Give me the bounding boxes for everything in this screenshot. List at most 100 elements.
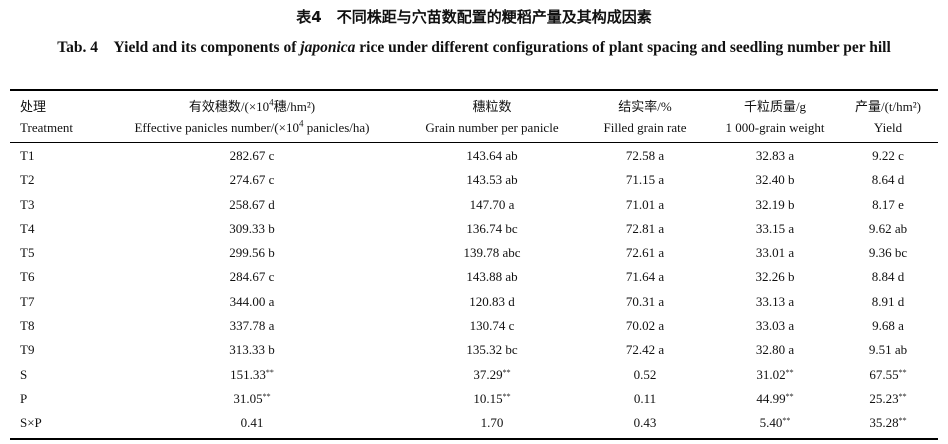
header-treatment-en: Treatment <box>20 120 73 135</box>
cell-value: 143.53 ab <box>466 172 518 188</box>
cell-treatment: T6 <box>20 269 35 285</box>
cell-yield: 9.68 a <box>838 318 938 334</box>
cell-yield: 9.36 bc <box>838 245 938 261</box>
cell-grain-weight: 32.83 a <box>715 148 835 164</box>
bottom-rule <box>10 438 938 440</box>
cell-panicles: 274.67 c <box>172 172 332 188</box>
table-row: P 31.05** 10.15** 0.11 44.99** 25.23** <box>0 388 948 412</box>
cell-value: 139.78 abc <box>463 245 521 261</box>
cell-treatment: T7 <box>20 293 35 309</box>
cell-value: 70.02 a <box>625 318 665 334</box>
cell-value: 72.58 a <box>625 148 665 163</box>
table-row: T4 309.33 b 136.74 bc 72.81 a 33.15 a 9.62 ab <box>0 218 948 242</box>
significance-mark: ** <box>502 391 511 401</box>
cell-value: 258.67 d <box>229 196 275 212</box>
header-filled-rate-en: Filled grain rate <box>603 120 687 135</box>
cell-value: 135.32 bc <box>466 342 518 358</box>
cell-grain-weight: 31.02** <box>715 367 835 383</box>
cell-grain-number: 143.88 ab <box>412 269 572 285</box>
significance-mark: ** <box>898 391 907 401</box>
cell-yield: 9.51 ab <box>838 342 938 358</box>
cell-value: 136.74 bc <box>466 220 518 236</box>
header-treatment-cn: 处理 <box>20 99 47 114</box>
header-rule <box>10 142 938 143</box>
table-row: T7 344.00 a 120.83 d 70.31 a 33.13 a 8.91 d <box>0 291 948 315</box>
cell-treatment: T1 <box>20 148 35 163</box>
cell-value: 313.33 b <box>229 342 275 358</box>
cell-value: 31.02 <box>756 366 786 382</box>
header-panicles-cn: 有效穗数/(×104穗/hm²) <box>112 96 392 117</box>
significance-mark: ** <box>265 367 274 377</box>
table-row: S 151.33** 37.29** 0.52 31.02** 67.55** <box>0 364 948 388</box>
cell-yield: 9.22 c <box>838 148 938 164</box>
cell-grain-number: 130.74 c <box>412 318 572 334</box>
cell-value: 44.99 <box>756 390 786 406</box>
cell-value: 1.70 <box>480 415 504 431</box>
cell-value: 151.33 <box>230 366 266 382</box>
cell-grain-weight: 32.26 b <box>715 269 835 285</box>
table-row: T8 337.78 a 130.74 c 70.02 a 33.03 a 9.68 a <box>0 315 948 339</box>
cell-value: 71.01 a <box>625 196 665 212</box>
cell-yield: 9.62 ab <box>838 221 938 237</box>
cell-value: 71.64 a <box>625 269 665 285</box>
table-row: T2 274.67 c 143.53 ab 71.15 a 32.40 b 8.64 d <box>0 169 948 193</box>
cell-value: 33.15 a <box>755 220 795 236</box>
significance-mark: ** <box>782 416 791 426</box>
cell-treatment: S <box>20 366 28 382</box>
cell-value: 299.56 b <box>229 245 275 261</box>
cell-grain-weight: 5.40** <box>715 415 835 431</box>
title-en-italic: japonica <box>300 39 356 56</box>
cell-value: 337.78 a <box>229 318 275 334</box>
header-yield-cn: 产量/(t/hm²) <box>854 99 921 114</box>
cell-value: 35.28 <box>869 415 899 431</box>
significance-mark: ** <box>502 367 511 377</box>
significance-mark: ** <box>785 367 794 377</box>
cell-filled-rate: 0.52 <box>585 367 705 383</box>
header-grain-number: 穗粒数 Grain number per panicle <box>402 96 582 138</box>
cell-value: 67.55 <box>869 366 899 382</box>
header-panicles-cn-post: 穗/hm²) <box>273 99 316 114</box>
cell-value: 274.67 c <box>229 172 275 188</box>
header-treatment: 处理 Treatment <box>20 96 73 138</box>
cell-panicles: 31.05** <box>172 391 332 407</box>
cell-value: 70.31 a <box>625 293 665 309</box>
table-row: T5 299.56 b 139.78 abc 72.61 a 33.01 a 9.36 b… <box>0 242 948 266</box>
title-en-suffix: rice under different configurations of p… <box>355 39 891 56</box>
cell-value: 282.67 c <box>229 148 275 163</box>
cell-value: 0.43 <box>633 415 657 431</box>
cell-grain-number: 143.53 ab <box>412 172 572 188</box>
significance-mark: ** <box>898 367 907 377</box>
significance-mark: ** <box>262 391 271 401</box>
table-row: T3 258.67 d 147.70 a 71.01 a 32.19 b 8.17 e <box>0 194 948 218</box>
cell-filled-rate: 71.15 a <box>585 172 705 188</box>
cell-value: 9.36 bc <box>868 245 908 261</box>
cell-filled-rate: 72.81 a <box>585 221 705 237</box>
cell-value: 72.81 a <box>625 220 665 236</box>
header-panicles-en-sup: 4 <box>298 118 304 129</box>
header-yield: 产量/(t/hm²) Yield <box>838 96 938 138</box>
header-grain-number-cn: 穗粒数 <box>472 99 512 114</box>
header-grain-weight-cn: 千粒质量/g <box>743 99 807 114</box>
cell-filled-rate: 72.42 a <box>585 342 705 358</box>
cell-grain-weight: 32.19 b <box>715 197 835 213</box>
cell-value: 9.68 a <box>872 318 904 334</box>
cell-value: 284.67 c <box>229 269 275 285</box>
cell-value: 143.88 ab <box>466 269 518 285</box>
header-filled-rate: 结实率/% Filled grain rate <box>585 96 705 138</box>
cell-value: 9.62 ab <box>868 220 908 236</box>
cell-grain-weight: 33.13 a <box>715 294 835 310</box>
cell-filled-rate: 0.43 <box>585 415 705 431</box>
cell-grain-number: 135.32 bc <box>412 342 572 358</box>
cell-value: 32.40 b <box>755 172 795 188</box>
header-panicles-en: Effective panicles number/(×104 panicles… <box>112 117 392 138</box>
table-title-cn: 表4 不同株距与穴苗数配置的粳稻产量及其构成因素 <box>296 8 652 26</box>
cell-treatment: T2 <box>20 172 35 188</box>
cell-treatment: S×P <box>20 415 42 431</box>
cell-value: 32.80 a <box>755 342 795 358</box>
significance-mark: ** <box>785 391 794 401</box>
top-rule <box>10 89 938 91</box>
cell-filled-rate: 72.61 a <box>585 245 705 261</box>
cell-grain-weight: 44.99** <box>715 391 835 407</box>
